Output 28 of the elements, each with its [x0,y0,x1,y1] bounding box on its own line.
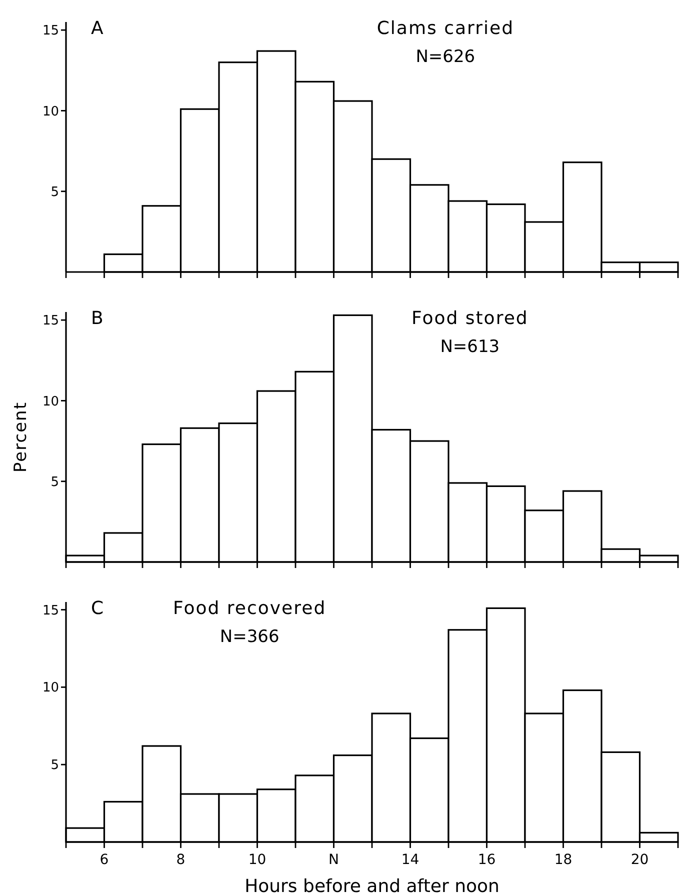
x-tick-label: 6 [100,852,109,868]
x-tick-label: 14 [401,852,420,868]
x-tick-label: 10 [248,852,266,868]
y-tick-label: 15 [42,24,59,39]
x-tick-label: 8 [176,852,186,868]
y-tick-label: 15 [42,314,59,329]
y-tick-label: 5 [50,758,59,774]
annotation: B [91,308,104,329]
text: N=366 [220,627,280,647]
text: N=613 [440,337,500,357]
y-tick-label: 10 [42,680,59,696]
text: N=626 [416,47,476,67]
y-tick-label: 10 [42,394,59,410]
annotation: A [91,18,104,39]
y-axis-title: Percent [11,402,31,472]
y-tick-label: 10 [42,104,59,120]
x-axis-title: Hours before and after noon [244,876,500,896]
x-tick-label: 18 [554,852,572,868]
x-tick-label: N [328,852,339,868]
x-tick-label: 20 [630,852,649,868]
chart-title: Clams carried [376,18,514,39]
annotation: C [91,598,104,619]
y-tick-label: 5 [50,474,59,490]
chart-title: Food recovered [173,598,326,619]
chart-title: Food stored [412,308,528,329]
x-tick-label: 16 [478,852,496,868]
y-tick-label: 5 [50,184,59,200]
y-tick-label: 15 [42,603,59,618]
